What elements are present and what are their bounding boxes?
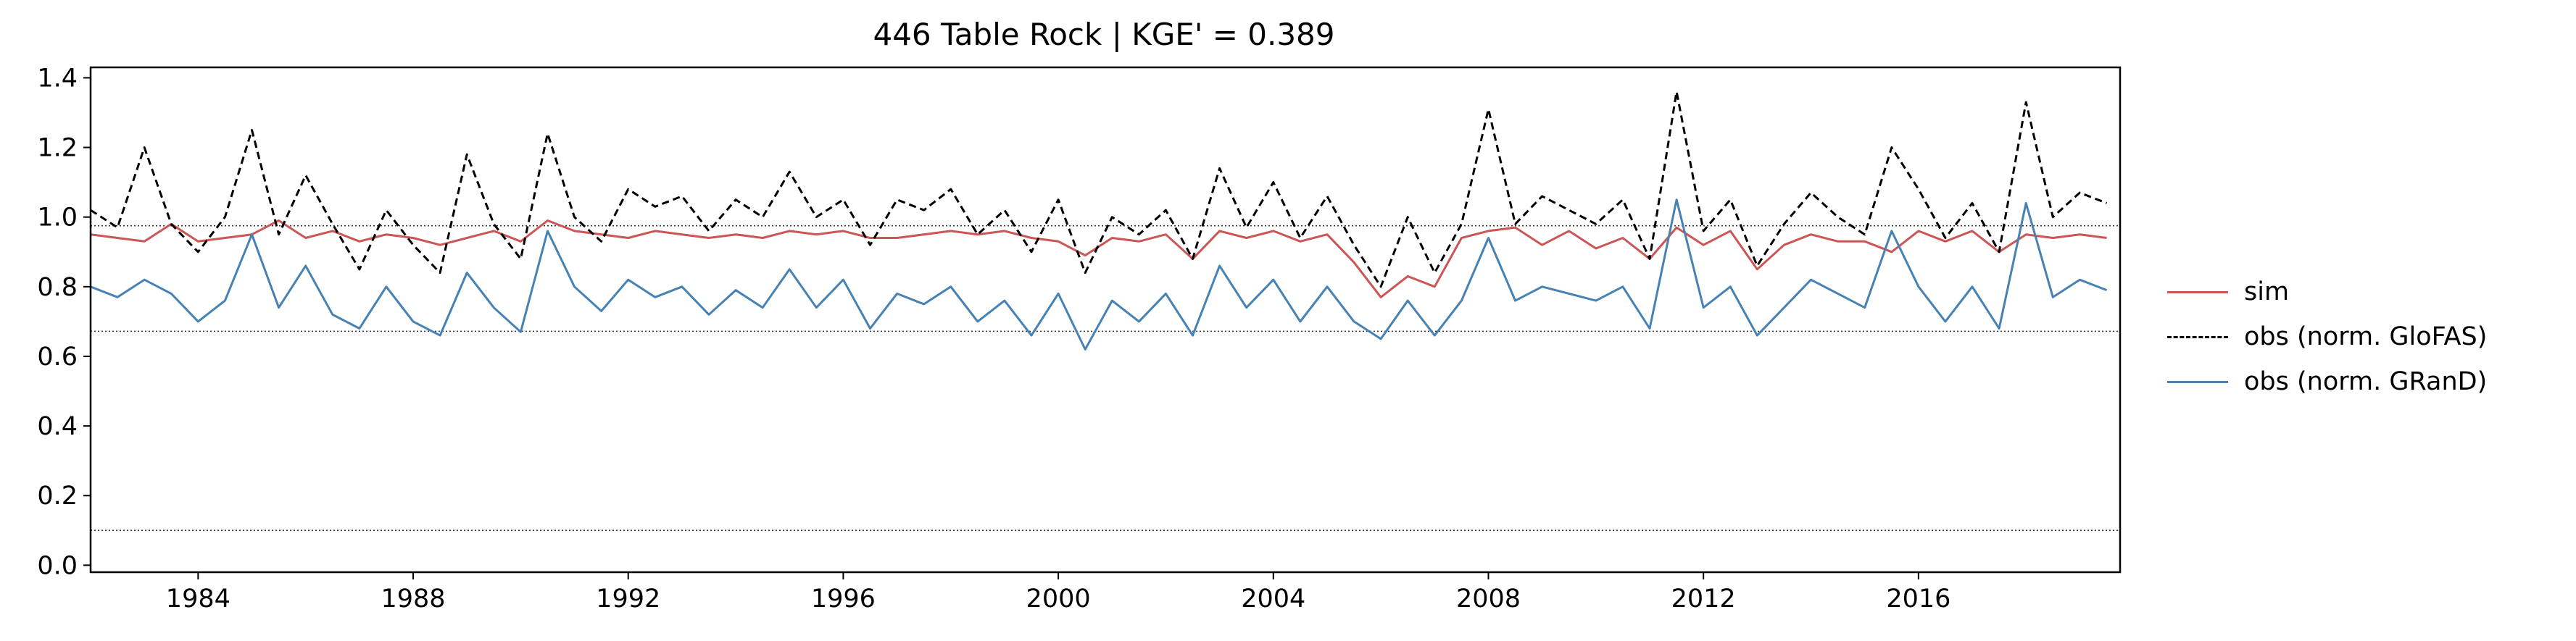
y-tick-label: 0.0 <box>37 551 78 580</box>
x-tick-label: 1992 <box>596 585 660 613</box>
legend-label-obs-grand: obs (norm. GRanD) <box>2244 367 2488 396</box>
y-tick-label: 0.8 <box>37 273 78 302</box>
y-axis: 0.0 0.2 0.4 0.6 0.8 1.0 1.2 1.4 <box>37 64 91 580</box>
x-tick-label: 2000 <box>1026 585 1091 613</box>
x-tick-label: 2008 <box>1456 585 1521 613</box>
y-tick-label: 1.4 <box>37 64 78 93</box>
legend-item-sim: sim <box>2167 269 2573 314</box>
x-tick-label: 2016 <box>1886 585 1950 613</box>
x-axis: 1984 1988 1992 1996 2000 2004 2008 2012 2016 <box>166 572 1950 613</box>
legend-item-obs-grand: obs (norm. GRanD) <box>2167 359 2573 404</box>
legend-line-sim <box>2167 290 2228 293</box>
plot-frame <box>89 66 2122 574</box>
y-tick-label: 0.2 <box>37 482 78 511</box>
legend: sim obs (norm. GloFAS) obs (norm. GRanD) <box>2167 269 2573 404</box>
series-layer <box>90 91 2108 351</box>
legend-label-sim: sim <box>2244 277 2290 306</box>
series-line-obs-norm-glofas <box>90 91 2108 288</box>
x-tick-label: 2012 <box>1671 585 1736 613</box>
legend-line-obs-grand <box>2167 380 2228 383</box>
legend-label-obs-glofas: obs (norm. GloFAS) <box>2244 322 2488 351</box>
x-tick-label: 1996 <box>811 585 876 613</box>
series-line-obs-norm-grand <box>90 198 2108 351</box>
y-tick-label: 0.6 <box>37 343 78 372</box>
legend-item-obs-glofas: obs (norm. GloFAS) <box>2167 314 2573 359</box>
x-tick-label: 2004 <box>1241 585 1305 613</box>
reference-lines <box>91 225 2120 532</box>
y-tick-label: 0.4 <box>37 412 78 441</box>
chart-title: 446 Table Rock | KGE' = 0.389 <box>873 17 1334 52</box>
x-tick-label: 1988 <box>381 585 445 613</box>
y-tick-label: 1.2 <box>37 134 78 163</box>
x-tick-label: 1984 <box>166 585 230 613</box>
y-tick-label: 1.0 <box>37 204 78 232</box>
legend-line-obs-glofas <box>2167 335 2228 338</box>
